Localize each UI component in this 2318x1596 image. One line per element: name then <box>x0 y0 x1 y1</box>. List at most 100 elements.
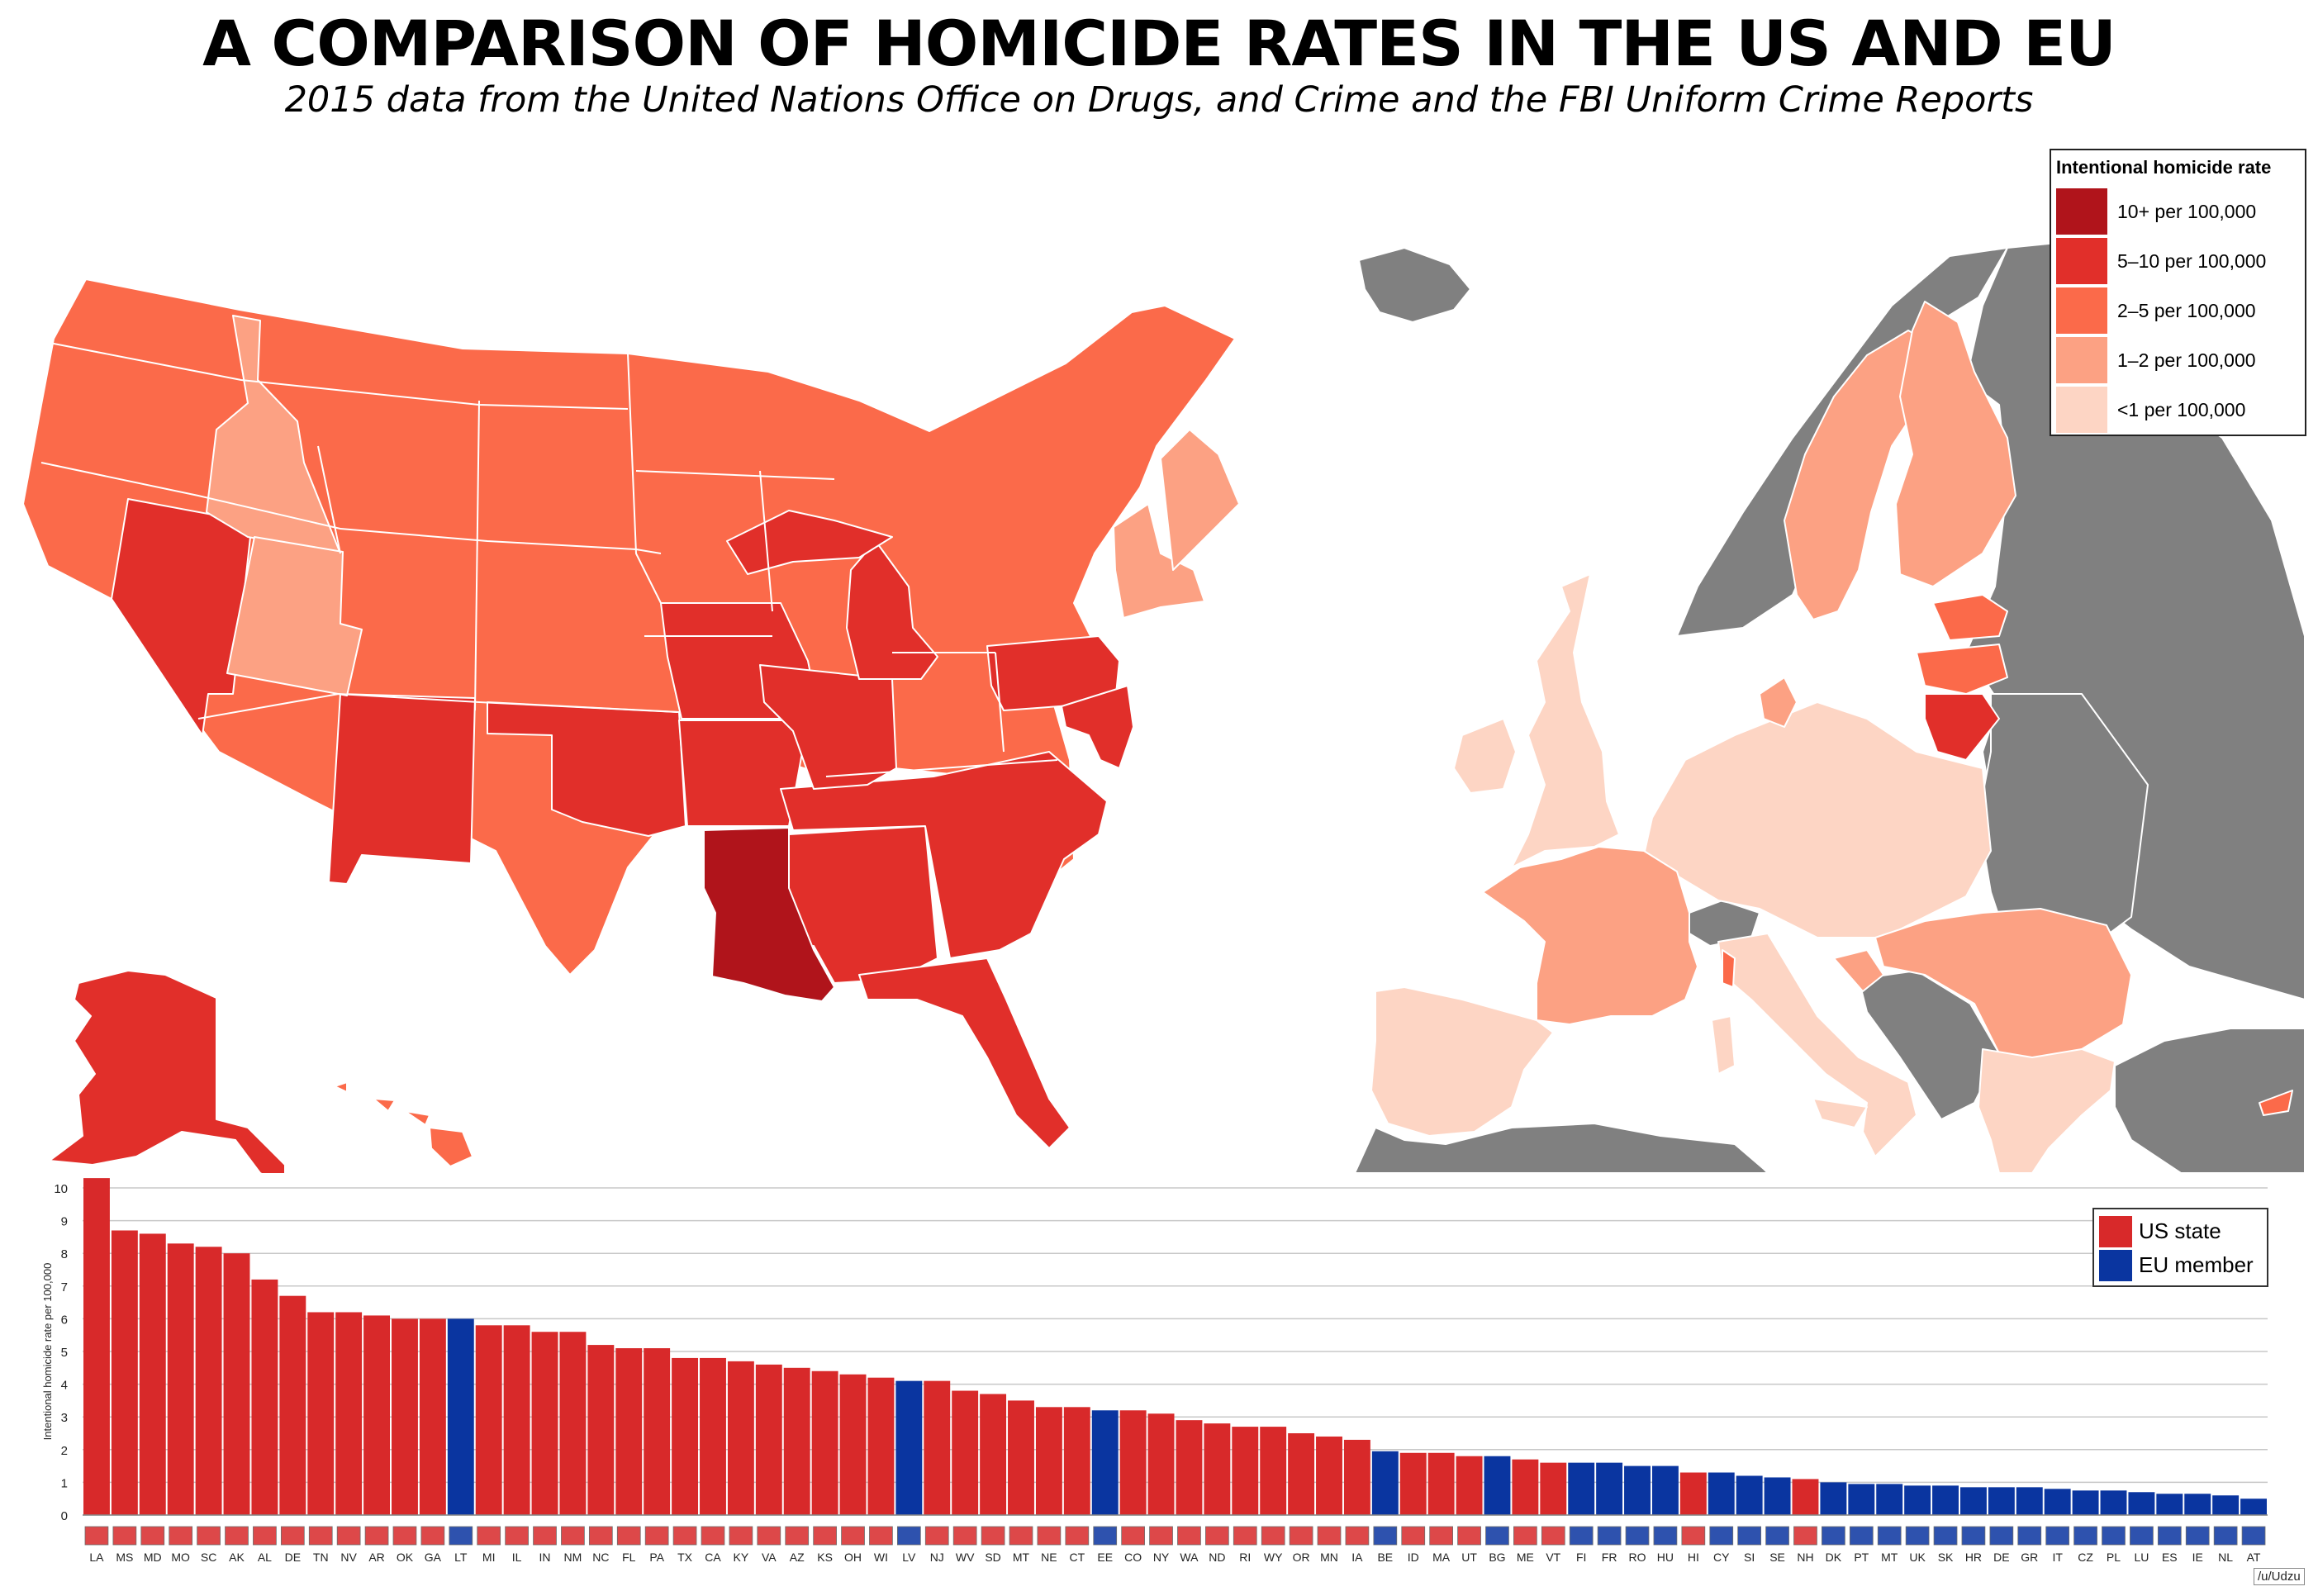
flag-icon <box>561 1526 585 1546</box>
x-tick-label: HU <box>1657 1551 1674 1564</box>
region-latvia <box>1916 644 2008 695</box>
flag-icon <box>1737 1526 1762 1546</box>
flag-icon <box>1905 1526 1930 1546</box>
x-tick-label: BG <box>1489 1551 1505 1564</box>
x-tick-label: SI <box>1744 1551 1755 1564</box>
flag-icon <box>420 1526 445 1546</box>
flag-icon <box>84 1526 109 1546</box>
y-tick-label: 8 <box>61 1247 68 1261</box>
flag-icon <box>869 1526 893 1546</box>
y-tick-label: 5 <box>61 1346 68 1360</box>
bar-IN <box>531 1332 558 1515</box>
x-tick-label: UK <box>1909 1551 1926 1564</box>
bar-CA <box>700 1357 726 1515</box>
bar-SC <box>195 1247 222 1515</box>
flag-icon <box>1709 1526 1734 1546</box>
flag-icon <box>952 1526 977 1546</box>
x-tick-label: WA <box>1180 1551 1199 1564</box>
x-tick-label: CZ <box>2078 1551 2093 1564</box>
y-tick-label: 1 <box>61 1476 68 1490</box>
flag-icon <box>588 1526 613 1546</box>
flag-icon <box>1961 1526 1986 1546</box>
bar-UT <box>1456 1456 1483 1515</box>
bar-NE <box>1035 1407 1062 1515</box>
region-cyprus <box>2259 1090 2293 1116</box>
bar-AL <box>251 1279 278 1515</box>
flag-icon <box>449 1526 473 1546</box>
x-tick-label: SE <box>1769 1551 1785 1564</box>
bar-DK <box>1820 1482 1847 1515</box>
bar-SD <box>980 1394 1007 1515</box>
bar-MI <box>475 1325 502 1515</box>
x-tick-label: ID <box>1408 1551 1419 1564</box>
bar-PL <box>2100 1490 2127 1515</box>
bar-NH <box>1792 1479 1819 1515</box>
flag-icon <box>1065 1526 1090 1546</box>
region-finland <box>1895 301 2016 587</box>
region-balkans <box>1858 970 2000 1120</box>
flag-icon <box>1822 1526 1845 1546</box>
legend-label: 2–5 per 100,000 <box>2117 299 2256 321</box>
legend-title: Intentional homicide rate <box>2056 157 2272 178</box>
region-croatia <box>1833 949 1884 992</box>
x-tick-label: CO <box>1124 1551 1142 1564</box>
x-tick-label: RI <box>1239 1551 1251 1564</box>
flag-icon <box>1765 1526 1789 1546</box>
us-map <box>22 278 1240 1173</box>
flag-icon <box>1317 1526 1342 1546</box>
bar-VT <box>1540 1462 1567 1515</box>
legend-swatch-1-2 <box>2056 337 2107 383</box>
flag-icon <box>477 1526 501 1546</box>
author-credit: /u/Udzu <box>2254 1568 2305 1585</box>
bar-NC <box>587 1345 615 1515</box>
bar-RO <box>1624 1465 1651 1515</box>
x-tick-label: IE <box>2192 1551 2203 1564</box>
bar-BE <box>1371 1451 1399 1515</box>
map-legend: Intentional homicide rate 10+ per 100,00… <box>2050 149 2306 436</box>
bar-AR <box>363 1315 391 1515</box>
flag-icon <box>140 1526 165 1546</box>
x-tick-label: EE <box>1097 1551 1113 1564</box>
bar-MN <box>1316 1436 1342 1515</box>
state-GA-SC-NC-TN <box>780 751 1108 959</box>
flag-icon <box>2130 1526 2154 1546</box>
x-tick-label: TN <box>313 1551 329 1564</box>
bar-WI <box>867 1377 895 1515</box>
x-tick-label: MI <box>482 1551 496 1564</box>
x-tick-label: SK <box>1938 1551 1954 1564</box>
region-france <box>1482 846 1698 1025</box>
x-tick-label: RO <box>1629 1551 1646 1564</box>
bar-AK <box>223 1253 250 1515</box>
page-title: A COMPARISON OF HOMICIDE RATES IN THE US… <box>202 7 2116 80</box>
legend-label: 1–2 per 100,000 <box>2117 349 2256 371</box>
bar-NJ <box>924 1380 951 1515</box>
flag-icon <box>1793 1526 1817 1546</box>
bar-WA <box>1176 1420 1203 1515</box>
legend-label: 10+ per 100,000 <box>2117 200 2257 222</box>
x-tick-label: IT <box>2052 1551 2063 1564</box>
legend-item: <1 per 100,000 <box>2056 385 2305 435</box>
flag-icon <box>1121 1526 1145 1546</box>
x-tick-label: GA <box>425 1551 442 1564</box>
chart-legend-item: US state <box>2099 1214 2262 1248</box>
x-tick-label: KY <box>734 1551 749 1564</box>
flag-icon <box>1093 1526 1118 1546</box>
flag-icon <box>308 1526 333 1546</box>
bar-MD <box>139 1233 166 1515</box>
x-tick-label: OK <box>397 1551 414 1564</box>
x-tick-label: LU <box>2134 1551 2149 1564</box>
x-tick-label: CA <box>705 1551 721 1564</box>
y-tick-label: 3 <box>61 1411 68 1425</box>
x-tick-label: GR <box>2021 1551 2038 1564</box>
x-tick-label: LA <box>89 1551 104 1564</box>
legend-swatch-lt1 <box>2056 387 2107 433</box>
y-tick-label: 4 <box>61 1379 68 1393</box>
legend-label: 5–10 per 100,000 <box>2117 249 2267 272</box>
bar-WY <box>1260 1427 1287 1515</box>
x-tick-label: HR <box>1965 1551 1982 1564</box>
bar-MA <box>1427 1452 1455 1515</box>
y-tick-label: 0 <box>61 1509 68 1523</box>
chart-legend-label: US state <box>2139 1218 2221 1243</box>
legend-item: 10+ per 100,000 <box>2056 187 2305 236</box>
region-ireland <box>1453 718 1517 794</box>
